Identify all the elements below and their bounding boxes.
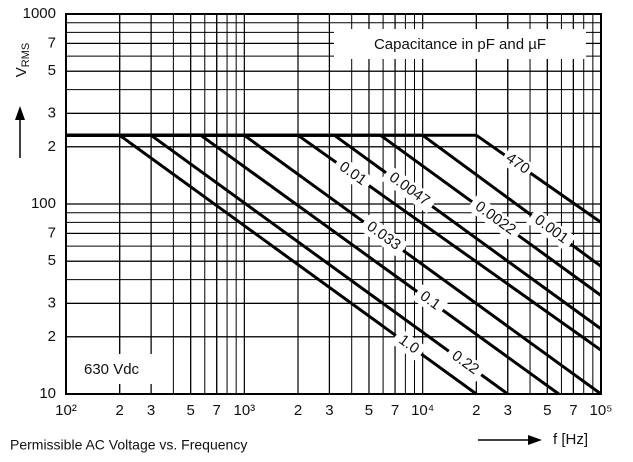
chart-title: Permissible AC Voltage vs. Frequency [10, 437, 247, 453]
x-tick-label: 10³ [233, 402, 255, 419]
y-tick-label: 2 [48, 138, 56, 155]
capacitance-line [66, 133, 478, 396]
y-tick-label: 3 [48, 104, 56, 121]
series-label-group: 0.0047 [380, 165, 438, 214]
y-tick-label: 5 [48, 252, 56, 269]
x-tick-label: 2 [472, 402, 480, 419]
y-tick-label: 7 [48, 224, 56, 241]
x-arrow-head [528, 435, 542, 445]
y-tick-label: 100 [31, 195, 56, 212]
annotation: Capacitance in pF and µF [374, 36, 546, 53]
y-tick-label: 2 [48, 328, 56, 345]
x-tick-label: 2 [116, 402, 124, 419]
x-tick-label: 7 [213, 402, 221, 419]
x-tick-label: 3 [147, 402, 155, 419]
x-tick-label: 10² [55, 402, 77, 419]
series-label-group: 0.1 [411, 284, 448, 318]
y-tick-label: 10 [39, 385, 56, 402]
x-tick-label: 5 [186, 402, 194, 419]
y-arrow-head [15, 106, 25, 120]
y-axis-label-subscript: RMS [20, 43, 32, 67]
plot-frame [65, 13, 602, 395]
series-label-bg [526, 207, 576, 252]
series-label-bg [443, 343, 487, 383]
x-tick-label: 3 [325, 402, 333, 419]
y-tick-label: 3 [48, 294, 56, 311]
x-tick-label: 7 [569, 402, 577, 419]
annotation: 630 Vdc [84, 361, 140, 378]
y-tick-label: 1000 [23, 5, 56, 22]
series-label-group: 0.001 [526, 207, 576, 252]
y-axis-label: VRMS [13, 43, 32, 77]
x-tick-label: 3 [504, 402, 512, 419]
y-tick-label: 7 [48, 34, 56, 51]
series-label-group: 1.0 [390, 328, 427, 362]
capacitance-line [66, 133, 602, 224]
series-label-bg [380, 165, 438, 214]
x-tick-label: 7 [391, 402, 399, 419]
x-tick-label: 10⁵ [590, 402, 613, 419]
annotation-box [74, 354, 154, 384]
x-tick-label: 10⁴ [411, 402, 434, 419]
x-tick-label: 5 [365, 402, 373, 419]
series-label-group: 470 [499, 147, 536, 181]
series-label-bg [331, 155, 375, 193]
annotation-box [334, 29, 586, 59]
y-tick-label: 5 [48, 62, 56, 79]
x-tick-label: 5 [543, 402, 551, 419]
series-label-bg [390, 328, 427, 362]
series-label-bg [358, 214, 409, 258]
x-axis-label: f [Hz] [553, 431, 588, 448]
series-label-bg [499, 147, 536, 181]
series-label-bg [466, 194, 524, 243]
x-tick-label: 2 [294, 402, 302, 419]
y-axis-label-main: V [13, 67, 30, 77]
series-label-bg [411, 284, 448, 318]
